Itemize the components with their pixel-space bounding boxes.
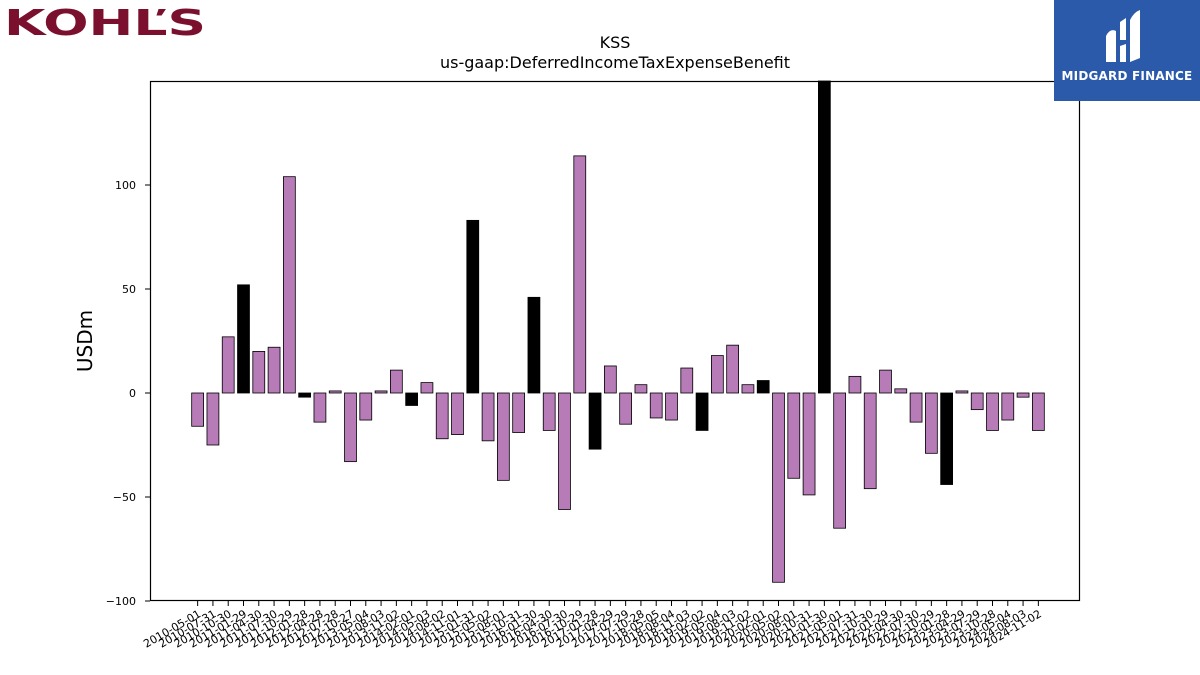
bar-2012-01-28 [298, 392, 311, 398]
bar-2012-04-28 [313, 392, 327, 423]
x-axis: 2010-05-012010-07-312010-10-302011-01-29… [141, 601, 1044, 651]
bar-2021-05-01 [833, 392, 846, 529]
bar-2011-01-29 [237, 284, 250, 394]
bar-2024-08-03 [1016, 392, 1030, 398]
bar-2013-11-02 [389, 369, 403, 394]
bar-2019-05-04 [711, 355, 724, 394]
midgard-finance-logo-text: MIDGARD FINANCE [1061, 69, 1193, 83]
bar-2023-04-29 [955, 390, 969, 394]
bar-2020-05-02 [772, 392, 785, 583]
bar-2015-05-02 [481, 392, 495, 442]
kohls-logo: KOHĽS [4, 4, 206, 38]
y-tick-label: −50 [113, 491, 136, 504]
bar-2020-08-01 [787, 392, 801, 479]
bar-2022-04-30 [894, 388, 908, 394]
bar-2018-05-05 [649, 392, 663, 419]
bar-2021-01-30 [818, 80, 831, 394]
bar-2014-08-02 [435, 392, 449, 440]
bar-2017-10-28 [634, 384, 648, 394]
bar-2016-07-30 [558, 392, 571, 510]
bar-2011-04-30 [252, 350, 266, 394]
bar-2010-10-30 [221, 336, 235, 394]
bar-2019-02-02 [695, 392, 709, 431]
bar-2016-10-29 [573, 155, 587, 394]
bar-2014-05-03 [420, 382, 434, 394]
y-tick-label: 0 [129, 387, 136, 400]
chart-subtitle: us-gaap:DeferredIncomeTaxExpenseBenefit [440, 53, 790, 72]
bar-2019-08-03 [726, 344, 739, 394]
bar-2018-08-04 [665, 392, 678, 421]
bar-2015-10-31 [512, 392, 525, 433]
bar-2023-07-29 [970, 392, 984, 411]
bar-2010-07-31 [206, 392, 220, 446]
bar-2022-01-29 [879, 369, 892, 394]
chart-title: KSS [600, 33, 631, 52]
bar-2011-07-30 [267, 346, 281, 394]
bars [191, 80, 1045, 583]
bar-2016-04-30 [542, 392, 556, 431]
kohls-logo-text: KOHĽS [4, 4, 206, 38]
bar-2021-10-30 [863, 392, 877, 490]
bar-2017-07-29 [619, 392, 632, 425]
bar-2015-01-31 [466, 219, 480, 394]
bar-2014-11-01 [451, 392, 464, 435]
bar-2011-10-29 [282, 176, 296, 394]
bar-2023-01-28 [940, 392, 953, 485]
bar-2024-11-02 [1032, 392, 1045, 431]
bar-2016-01-30 [527, 296, 541, 394]
y-tick-label: 50 [122, 283, 136, 296]
bar-2020-02-01 [756, 380, 770, 394]
y-axis: −100 −50 0 50 100 [106, 179, 150, 608]
y-tick-label: −100 [106, 595, 136, 608]
bar-2022-07-30 [909, 392, 923, 423]
bar-2020-10-31 [802, 392, 816, 496]
bar-2024-05-04 [1001, 392, 1015, 421]
bar-2012-07-28 [328, 390, 342, 394]
bar-2022-10-29 [925, 392, 938, 454]
bar-2010-05-01 [191, 392, 204, 427]
bar-2018-11-03 [680, 367, 694, 394]
bar-2017-04-29 [604, 365, 617, 394]
bar-2015-08-01 [496, 392, 510, 481]
bar-2017-01-28 [588, 392, 602, 450]
bar-2013-05-04 [359, 392, 373, 421]
bar-2014-02-01 [405, 392, 418, 406]
bar-2013-08-03 [374, 390, 388, 394]
y-tick-label: 100 [115, 179, 136, 192]
bar-2021-07-31 [848, 375, 862, 394]
midgard-emblem-icon [1106, 10, 1140, 62]
y-axis-label: USDm [73, 310, 97, 372]
bar-2023-10-28 [986, 392, 999, 431]
plot-frame [149, 80, 1081, 602]
bar-2012-10-27 [344, 392, 357, 463]
midgard-finance-logo: MIDGARD FINANCE [1054, 0, 1200, 101]
bar-2019-11-02 [741, 384, 755, 394]
